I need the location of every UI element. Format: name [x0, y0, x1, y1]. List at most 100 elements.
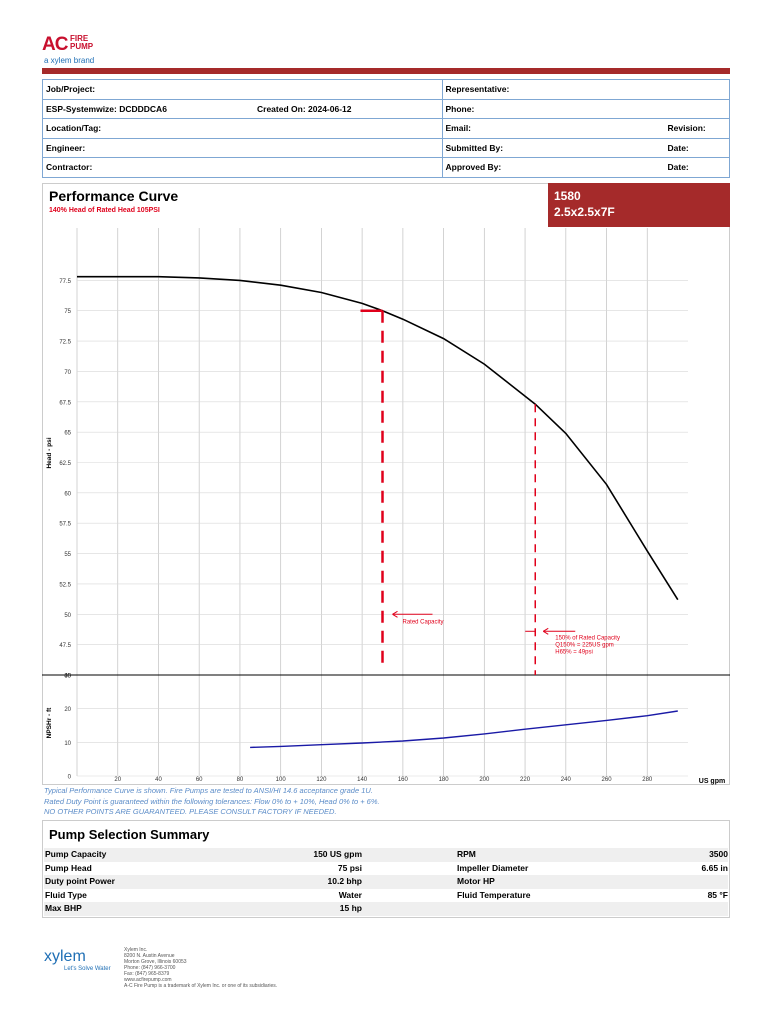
table-row: ESP-Systemwize: DCDDDCA6 Created On: 202… [42, 98, 730, 119]
address-line: Fax: (847) 965-8379 [124, 971, 170, 977]
summary-label: Duty point Power [45, 876, 115, 886]
pump-model-badge: 1580 2.5x2.5x7F [548, 183, 730, 227]
summary-value: 75 psi [337, 862, 362, 873]
npsh-tick-label: 0 [68, 775, 72, 781]
summary-label: Fluid Temperature [457, 889, 531, 900]
summary-title: Pump Selection Summary [49, 827, 210, 842]
head-tick-label: 52.5 [59, 582, 71, 588]
date-label: Date: [664, 137, 730, 158]
project-info-table: Job/Project: Representative: ESP-Systemw… [42, 79, 730, 178]
header-divider [42, 68, 730, 74]
npsh-tick-label: 20 [64, 707, 71, 713]
x-tick-label: 80 [237, 777, 244, 783]
summary-value: 150 US gpm [313, 849, 362, 859]
summary-value: 10.2 bhp [327, 876, 362, 886]
head-tick-label: 45 [64, 674, 71, 680]
head-tick-label: 65 [64, 431, 71, 437]
head-curve-line [77, 275, 679, 601]
date-label: Date: [664, 157, 730, 178]
head-tick-label: 50 [64, 613, 71, 619]
pump-model-size: 2.5x2.5x7F [554, 205, 615, 219]
table-row: Job/Project: Representative: [42, 79, 730, 100]
company-address: Xylem Inc. 8200 N. Austin Avenue Morton … [124, 947, 277, 989]
x-tick-label: 200 [479, 777, 490, 783]
x-tick-label: 280 [642, 777, 653, 783]
table-row: Engineer: Submitted By: Date: [42, 137, 730, 158]
head-tick-label: 72.5 [59, 340, 71, 346]
logo-fire-pump-text: FIRE PUMP [70, 34, 94, 51]
summary-value: 3500 [709, 849, 728, 859]
approved-by-label: Approved By: [441, 157, 665, 178]
address-line: A-C Fire Pump is a trademark of Xylem In… [124, 983, 278, 989]
xylem-tagline: Let's Solve Water [64, 966, 111, 972]
overload-label-flow: Q150% = 225US gpm [555, 642, 614, 648]
head-tick-label: 55 [64, 552, 71, 558]
x-axis-label: US gpm [699, 778, 725, 785]
contractor-label: Contractor: [42, 157, 443, 178]
table-row: Location/Tag: Email: Revision: [42, 118, 730, 139]
summary-row: Fluid Type Water Fluid Temperature 85 °F [44, 889, 728, 903]
head-tick-label: 75 [64, 309, 71, 315]
xylem-logo: xylem [44, 948, 86, 965]
address-line: Phone: (847) 966-3700 [124, 965, 176, 971]
head-tick-label: 77.5 [59, 279, 71, 285]
job-project-label: Job/Project: [42, 79, 443, 100]
summary-label: Pump Head [45, 862, 92, 873]
summary-label: Motor HP [457, 876, 495, 886]
summary-value: 6.65 in [701, 862, 728, 873]
overload-label-head: H65% = 49psi [555, 649, 593, 655]
summary-label: Pump Capacity [45, 849, 107, 859]
performance-chart: 45 47.5 50 52.5 55 57.5 60 62.5 65 67.5 70 72.5 75 77… [42, 228, 730, 785]
head-tick-label: 57.5 [59, 522, 71, 528]
logo-ac-text: AC [42, 34, 68, 55]
head-axis-label: Head - psi [46, 437, 53, 468]
summary-label: Impeller Diameter [457, 862, 529, 873]
revision-label: Revision: [664, 118, 730, 139]
npsh-curve-line [250, 710, 678, 749]
pump-model-number: 1580 [554, 189, 581, 203]
summary-row: Pump Capacity 150 US gpm RPM 3500 [44, 848, 728, 862]
location-label: Location/Tag: [42, 118, 443, 139]
npsh-axis-label: NPSHr - ft [46, 707, 53, 739]
summary-label: Max BHP [45, 903, 82, 913]
address-line: Xylem Inc. [124, 947, 148, 953]
email-label: Email: [441, 118, 665, 139]
submitted-by-label: Submitted By: [441, 137, 665, 158]
head-tick-label: 60 [64, 491, 71, 497]
npsh-tick-label: 10 [64, 741, 71, 747]
note-line: NO OTHER POINTS ARE GUARANTEED. PLEASE C… [44, 807, 337, 816]
phone-label: Phone: [441, 98, 730, 119]
address-line: 8200 N. Austin Avenue [124, 953, 175, 959]
overload-label: 150% of Rated Capacity [555, 635, 620, 641]
performance-curve-subtitle: 140% Head of Rated Head 105PSI [49, 207, 160, 214]
note-line: Rated Duty Point is guaranteed within th… [44, 796, 380, 806]
x-tick-label: 220 [520, 777, 531, 783]
address-line: www.acfirepump.com [124, 977, 172, 983]
pump-selection-summary-panel [42, 820, 730, 918]
x-tick-label: 40 [155, 777, 162, 783]
head-tick-label: 67.5 [59, 400, 71, 406]
table-row: Contractor: Approved By: Date: [42, 157, 730, 178]
esp-label: ESP-Systemwize: DCDDDCA6 [42, 98, 254, 119]
engineer-label: Engineer: [42, 137, 443, 158]
summary-row: Max BHP 15 hp [44, 902, 728, 916]
logo-brand-text: a xylem brand [44, 56, 95, 65]
head-tick-label: 47.5 [59, 643, 71, 649]
note-line: Typical Performance Curve is shown. Fire… [44, 786, 373, 795]
summary-label: RPM [457, 849, 476, 859]
x-tick-label: 160 [398, 777, 409, 783]
x-tick-label: 100 [276, 777, 287, 783]
summary-value: 15 hp [339, 903, 362, 913]
performance-curve-title: Performance Curve [49, 188, 179, 204]
summary-grid: Pump Capacity 150 US gpm RPM 3500 Pump Head 7… [44, 848, 728, 916]
summary-value: Water [338, 889, 362, 900]
summary-value: 85 °F [707, 889, 728, 900]
rated-capacity-label: Rated Capacity [403, 619, 444, 625]
x-tick-label: 140 [357, 777, 368, 783]
npsh-tick-label: 30 [64, 674, 71, 680]
x-tick-label: 120 [316, 777, 327, 783]
x-tick-label: 60 [196, 777, 203, 783]
created-on-label: Created On: 2024-06-12 [254, 98, 443, 119]
summary-label: Fluid Type [45, 889, 87, 900]
address-line: Morton Grove, Illinois 60053 [124, 959, 187, 965]
